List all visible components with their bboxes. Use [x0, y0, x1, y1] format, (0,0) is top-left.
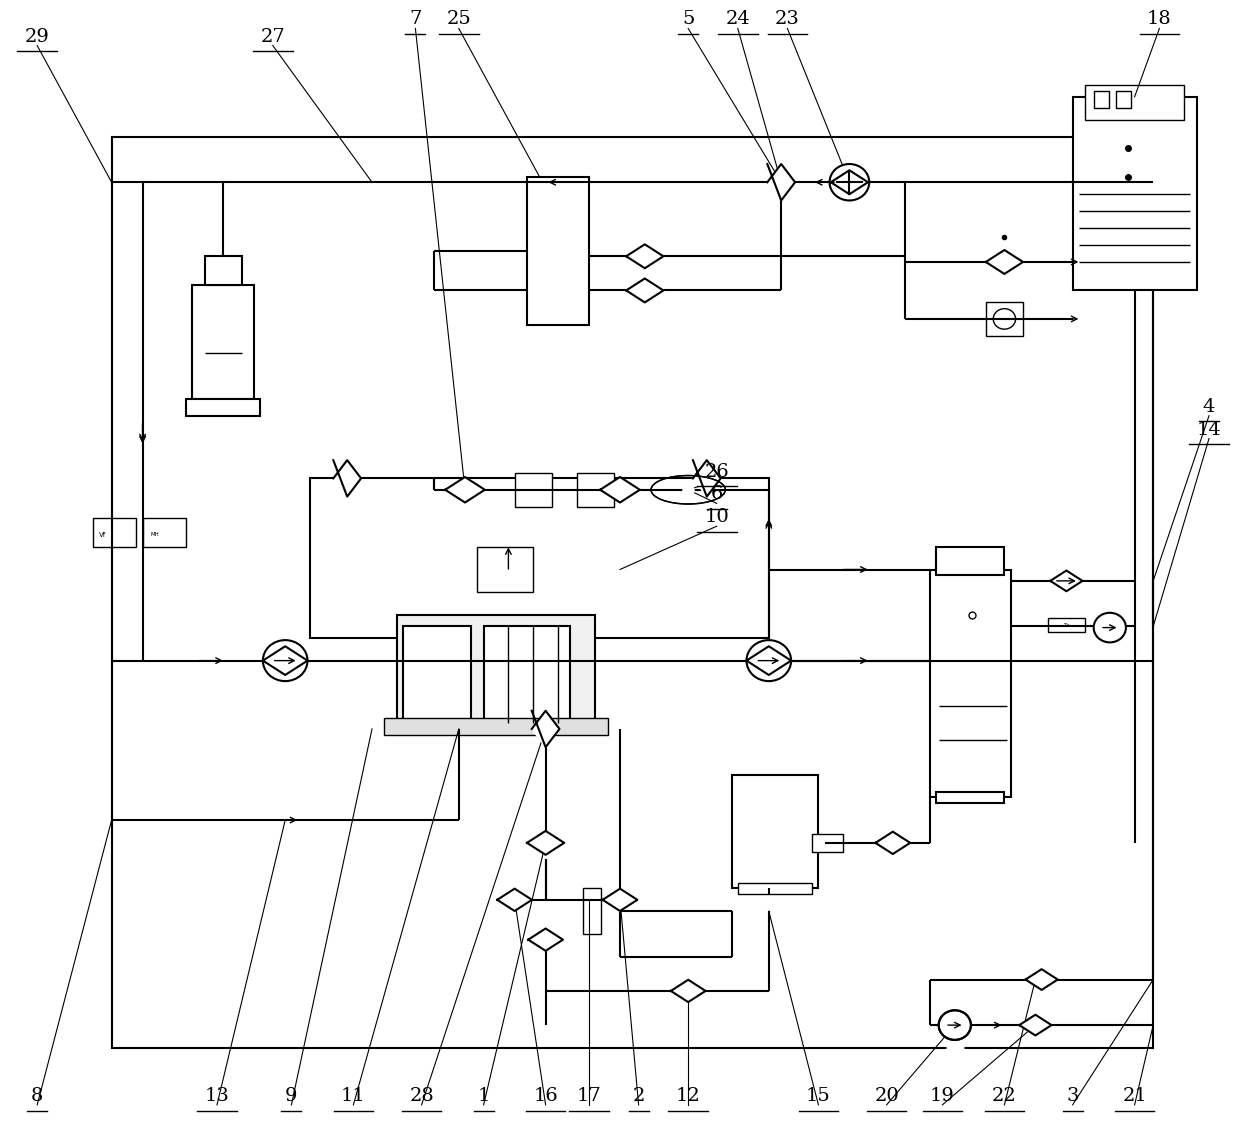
- Polygon shape: [445, 477, 485, 502]
- Text: 7: 7: [409, 10, 422, 28]
- Text: Tx: Tx: [1063, 623, 1070, 628]
- Bar: [477, 547, 533, 592]
- Circle shape: [263, 640, 308, 681]
- Bar: [583, 888, 601, 934]
- Bar: [397, 615, 595, 729]
- Polygon shape: [626, 279, 663, 302]
- Text: 16: 16: [533, 1087, 558, 1105]
- Bar: [527, 177, 589, 325]
- Bar: [1048, 618, 1085, 632]
- Polygon shape: [768, 164, 795, 200]
- Circle shape: [746, 640, 791, 681]
- Text: 25: 25: [446, 10, 471, 28]
- Circle shape: [1094, 613, 1126, 642]
- Bar: [143, 518, 186, 547]
- Bar: [403, 626, 471, 723]
- Bar: [1073, 97, 1197, 290]
- Polygon shape: [600, 477, 640, 502]
- Text: 14: 14: [1197, 420, 1221, 439]
- Polygon shape: [603, 888, 637, 911]
- Bar: [812, 834, 843, 852]
- Circle shape: [939, 1010, 971, 1040]
- Text: 29: 29: [25, 27, 50, 46]
- Bar: [738, 883, 812, 894]
- Text: 15: 15: [806, 1087, 831, 1105]
- Polygon shape: [1050, 571, 1083, 591]
- Text: 17: 17: [577, 1087, 601, 1105]
- Text: 26: 26: [704, 462, 729, 481]
- Polygon shape: [626, 245, 663, 268]
- Circle shape: [830, 164, 869, 200]
- Polygon shape: [497, 888, 532, 911]
- Bar: [310, 478, 769, 638]
- Polygon shape: [527, 831, 564, 854]
- Text: 19: 19: [930, 1087, 955, 1105]
- Bar: [930, 570, 1011, 797]
- Text: 20: 20: [874, 1087, 899, 1105]
- Bar: [1094, 91, 1109, 108]
- Text: 3: 3: [1066, 1087, 1079, 1105]
- Bar: [484, 626, 570, 723]
- Text: 27: 27: [260, 27, 285, 46]
- Text: 5: 5: [682, 10, 694, 28]
- Text: 13: 13: [205, 1087, 229, 1105]
- Text: 4: 4: [1203, 398, 1215, 416]
- Text: 1: 1: [477, 1087, 490, 1105]
- Text: MH: MH: [150, 532, 160, 538]
- Polygon shape: [1019, 1015, 1052, 1035]
- Polygon shape: [831, 171, 868, 194]
- Polygon shape: [875, 831, 910, 854]
- Bar: [93, 518, 136, 547]
- Text: 2: 2: [632, 1087, 645, 1105]
- Polygon shape: [528, 928, 563, 951]
- Text: 12: 12: [676, 1087, 701, 1105]
- Polygon shape: [1025, 969, 1058, 990]
- Polygon shape: [532, 711, 559, 747]
- Bar: [732, 775, 818, 888]
- Bar: [192, 285, 254, 399]
- Text: 23: 23: [775, 10, 800, 28]
- Polygon shape: [746, 646, 791, 675]
- Bar: [986, 302, 1023, 336]
- Bar: [936, 792, 1004, 803]
- Bar: [936, 547, 1004, 575]
- Bar: [112, 137, 1153, 1048]
- Polygon shape: [334, 460, 361, 497]
- Text: 21: 21: [1122, 1087, 1147, 1105]
- Text: 22: 22: [992, 1087, 1017, 1105]
- Text: Vf: Vf: [99, 532, 107, 538]
- Bar: [1085, 85, 1184, 120]
- Text: 18: 18: [1147, 10, 1172, 28]
- Text: 24: 24: [725, 10, 750, 28]
- Text: 9: 9: [285, 1087, 298, 1105]
- Bar: [205, 256, 242, 285]
- Bar: [384, 718, 608, 735]
- Polygon shape: [671, 980, 706, 1002]
- Text: 8: 8: [31, 1087, 43, 1105]
- Polygon shape: [693, 460, 720, 497]
- Text: 10: 10: [704, 508, 729, 526]
- Polygon shape: [986, 251, 1023, 273]
- Polygon shape: [263, 646, 308, 675]
- Text: 28: 28: [409, 1087, 434, 1105]
- Bar: [577, 473, 614, 507]
- Bar: [1116, 91, 1131, 108]
- Bar: [515, 473, 552, 507]
- Text: 6: 6: [711, 485, 723, 503]
- Bar: [186, 399, 260, 416]
- Text: 11: 11: [341, 1087, 366, 1105]
